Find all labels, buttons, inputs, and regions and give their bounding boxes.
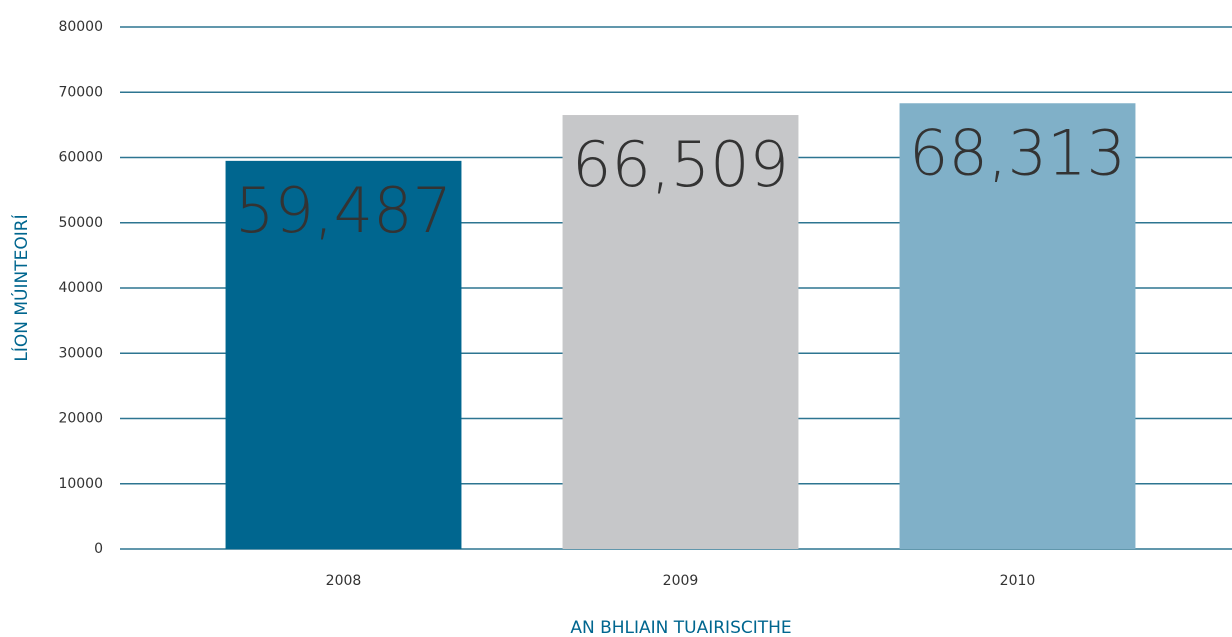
y-tick-label: 80000 <box>58 19 103 35</box>
value-label: 68,313 <box>909 116 1126 189</box>
y-axis-title: LÍON MÚINTEOIRÍ <box>10 214 32 361</box>
y-tick-label: 40000 <box>58 280 103 296</box>
value-label: 66,509 <box>572 128 789 201</box>
x-axis-title: AN BHLIAIN TUAIRISCITHE <box>570 618 791 637</box>
value-label: 59,487 <box>235 174 452 247</box>
y-tick-label: 50000 <box>58 215 103 231</box>
y-tick-label: 20000 <box>58 411 103 427</box>
y-tick-label: 70000 <box>58 84 103 100</box>
y-tick-label: 0 <box>94 541 103 557</box>
x-tick-label: 2010 <box>1000 573 1036 589</box>
y-tick-label: 60000 <box>58 150 103 166</box>
bar <box>899 103 1136 549</box>
bar <box>225 160 462 549</box>
x-tick-label: 2009 <box>663 573 699 589</box>
y-tick-label: 30000 <box>58 345 103 361</box>
bar <box>562 115 799 549</box>
y-tick-label: 10000 <box>58 476 103 492</box>
x-tick-label: 2008 <box>326 573 362 589</box>
